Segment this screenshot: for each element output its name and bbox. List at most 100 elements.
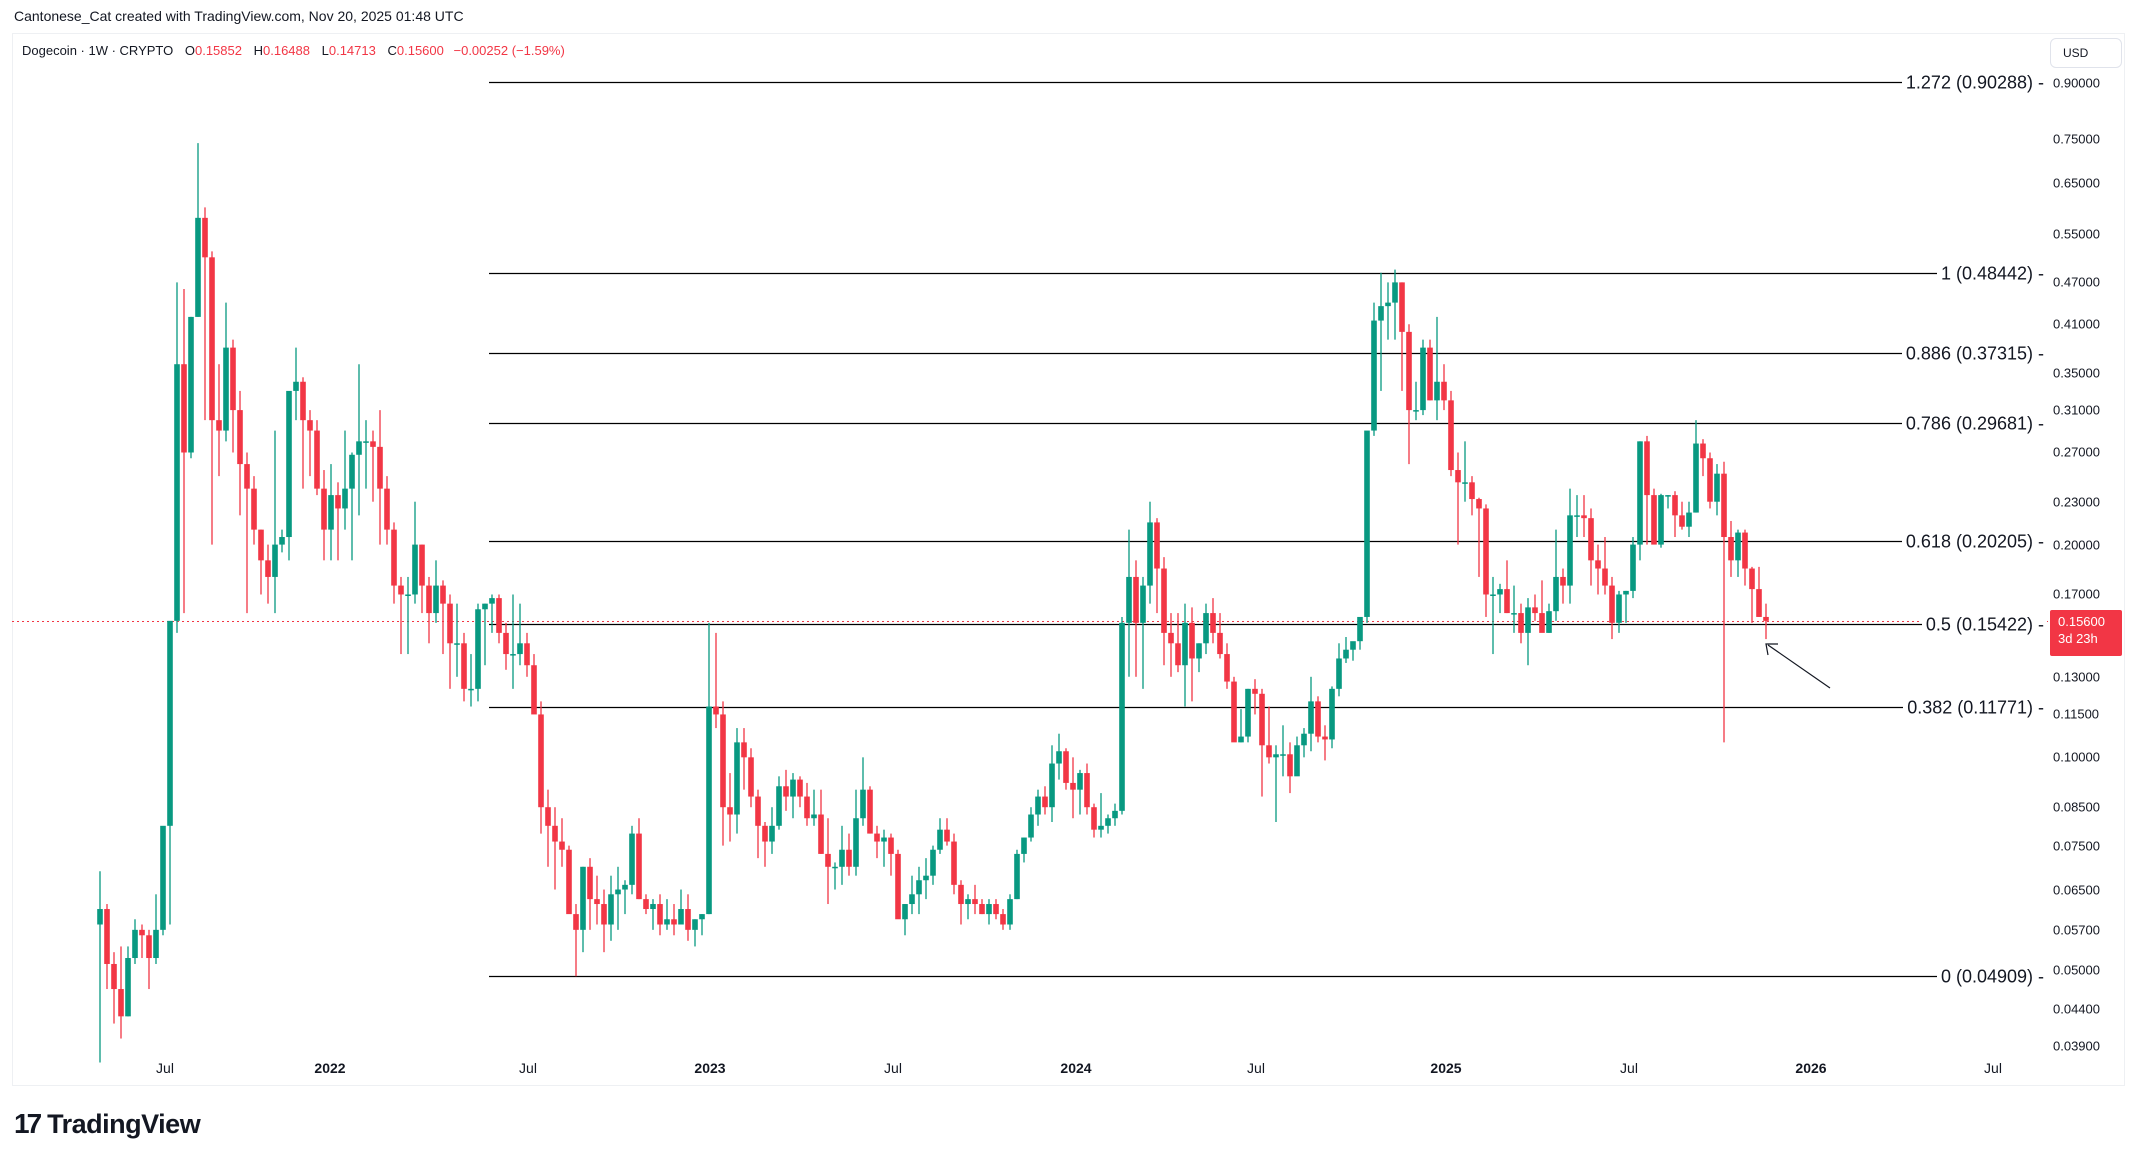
price-tick-label: 0.75000 <box>2053 131 2100 147</box>
candle-body-down <box>1084 773 1090 808</box>
candle-body-down <box>1210 613 1216 633</box>
candle-body-up <box>1126 576 1132 623</box>
candle-body-down <box>867 789 873 834</box>
candle-body-up <box>517 643 523 655</box>
candle-body-up <box>706 706 712 915</box>
candle-body-down <box>643 899 649 910</box>
candle-body-up <box>223 347 229 431</box>
chart-frame[interactable] <box>12 33 2125 1086</box>
candle-body-up <box>1686 512 1692 527</box>
candle-body-up <box>1021 837 1027 854</box>
candle-body-up <box>1637 441 1643 545</box>
candle-body-down <box>1133 576 1139 623</box>
price-tick-label: 0.03900 <box>2053 1038 2100 1054</box>
candle-body-down <box>587 866 593 900</box>
candle-body-down <box>1756 589 1762 617</box>
fib-level-label: 0.618 (0.20205) - <box>1901 531 2044 552</box>
candle-body-up <box>1343 649 1349 659</box>
high-value: 0.16488 <box>263 43 310 58</box>
candle-body-up <box>1014 853 1020 900</box>
candle-body-down <box>1728 537 1734 561</box>
candle-body-down <box>314 430 320 489</box>
candle-body-up <box>832 866 838 869</box>
candle-body-up <box>622 884 628 890</box>
open-label: O <box>184 43 195 58</box>
candle-body-down <box>104 909 110 964</box>
candle-body-down <box>944 829 950 842</box>
time-tick-label: Jul <box>1247 1060 1265 1076</box>
candle-body-down <box>1063 751 1069 783</box>
price-tick-label: 0.11500 <box>2053 706 2100 722</box>
candle-body-down <box>1315 701 1321 737</box>
candle-body-up <box>734 742 740 815</box>
candle-body-down <box>216 420 222 431</box>
candle-body-up <box>363 441 369 443</box>
candle-body-up <box>1301 733 1307 746</box>
candle-body-down <box>370 441 376 447</box>
candle-body-down <box>1217 632 1223 655</box>
candle-body-up <box>412 544 418 595</box>
candle-body-up <box>188 316 194 453</box>
candle-body-up <box>342 488 348 509</box>
tradingview-logo[interactable]: 17 TradingView <box>14 1108 201 1140</box>
candle-body-down <box>1406 331 1412 411</box>
candle-body-down <box>846 849 852 867</box>
candle-body-up <box>776 786 782 826</box>
candle-body-down <box>398 585 404 595</box>
candle-body-down <box>1672 495 1678 516</box>
candle-body-down <box>139 929 145 936</box>
candle-body-up <box>664 919 670 925</box>
candle-body-down <box>720 714 726 808</box>
candle-body-down <box>1504 589 1510 614</box>
candle-body-up <box>615 889 621 895</box>
candle-body-down <box>1679 515 1685 527</box>
candle-body-up <box>1119 622 1125 811</box>
candle-body-up <box>1693 443 1699 513</box>
price-tick-label: 0.06500 <box>2053 882 2100 898</box>
candle-body-up <box>510 654 516 656</box>
candle-body-down <box>118 989 124 1017</box>
candle-body-up <box>1350 641 1356 650</box>
candle-body-up <box>454 643 460 645</box>
price-tick-label: 0.10000 <box>2053 749 2100 765</box>
candle-body-down <box>447 603 453 644</box>
candle-body-up <box>1112 810 1118 819</box>
candle-body-down <box>755 796 761 826</box>
candle-body-down <box>972 899 978 905</box>
candle-body-up <box>678 909 684 925</box>
candle-body-up <box>860 789 866 819</box>
candle-body-down <box>1168 632 1174 644</box>
candle-body-up <box>923 875 929 881</box>
candle-body-up <box>1105 818 1111 826</box>
candle-body-down <box>1287 754 1293 777</box>
symbol-label[interactable]: Dogecoin · 1W · CRYPTO <box>22 43 174 58</box>
candle-body-down <box>797 779 803 797</box>
candle-body-down <box>951 841 957 885</box>
price-tick-label: 0.41000 <box>2053 316 2100 332</box>
candle-body-down <box>1441 381 1447 401</box>
candle-body-down <box>1651 495 1657 545</box>
candle-body-down <box>825 853 831 867</box>
candle-body-up <box>1623 590 1629 595</box>
candle-body-down <box>1763 616 1769 621</box>
candle-body-up <box>1294 745 1300 777</box>
candle-body-up <box>916 880 922 895</box>
price-tick-label: 0.27000 <box>2053 444 2100 460</box>
candle-body-up <box>195 217 201 317</box>
candle-body-up <box>650 904 656 910</box>
candle-body-up <box>328 495 334 530</box>
candle-body-down <box>440 585 446 604</box>
open-value: 0.15852 <box>194 43 242 58</box>
currency-button[interactable]: USD <box>2050 38 2122 68</box>
candle-body-down <box>1070 782 1076 790</box>
candle-body-down <box>1581 515 1587 519</box>
candle-body-up <box>1546 611 1552 633</box>
candle-body-up <box>1280 754 1286 756</box>
candle-body-up <box>1392 282 1398 303</box>
candle-body-down <box>1266 745 1272 758</box>
price-tick-label: 0.65000 <box>2053 175 2100 191</box>
fib-level-label: 0.886 (0.37315) - <box>1901 343 2044 364</box>
candle-body-down <box>594 899 600 905</box>
candle-body-down <box>146 935 152 959</box>
